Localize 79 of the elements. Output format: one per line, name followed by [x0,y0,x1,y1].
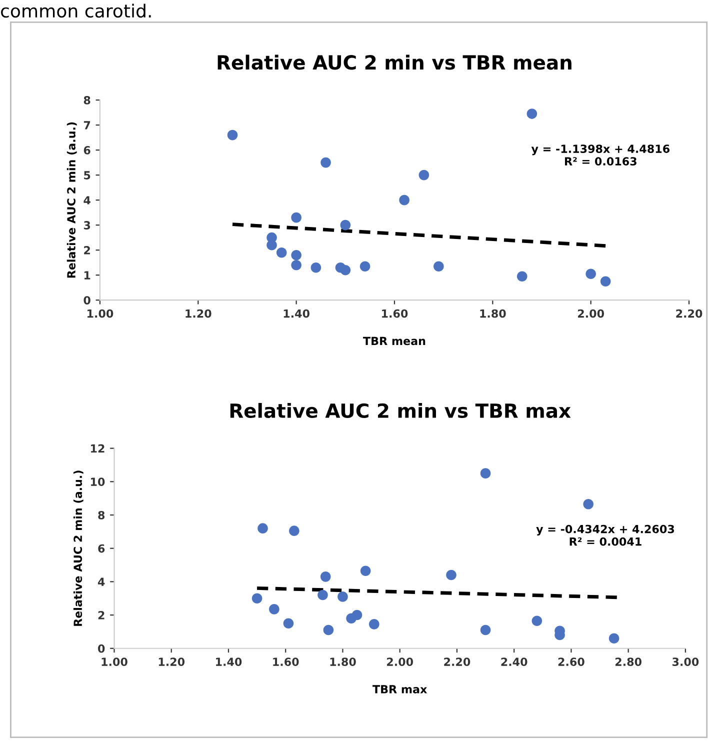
y-tick-label: 4 [84,196,90,204]
x-tick-label: 2.40 [501,658,528,666]
point [266,240,277,250]
point [276,247,287,258]
annotation: y = -1.1398x + 4.4816 R² = 0.0163 [531,144,670,166]
point [318,590,328,600]
x-tick-label: 1.20 [158,658,185,666]
x-tick-label: 2.20 [444,658,470,666]
point [291,212,302,223]
y-tick-label: 0 [98,644,105,653]
point [600,276,611,286]
x-tick-label: 1.80 [480,309,506,318]
point [434,261,444,272]
x-tick-label: 2.80 [615,658,642,666]
y-tick-label: 0 [84,296,90,304]
point [480,468,491,478]
point [320,157,331,168]
chart-title: Relative AUC 2 min vs TBR mean [218,54,572,70]
point [310,262,322,273]
x-tick-label: 2.00 [578,309,604,318]
y-tick-label: 6 [98,544,105,553]
point [289,526,300,536]
point [360,261,370,272]
point [291,260,302,270]
point [532,616,542,626]
y-tick-label: 8 [98,510,105,520]
point [227,130,238,140]
y-tick-label: 10 [91,478,105,486]
x-tick-label: 1.80 [330,658,356,666]
x-tick-label: 1.20 [186,309,212,318]
y-tick-label: 4 [98,578,105,586]
y-tick-label: 6 [84,146,90,154]
y-tick-label: 2 [84,246,90,254]
y-tick-label: 8 [84,96,90,104]
x-tick-label: 1.60 [382,309,408,318]
x-axis-title: TBR max [372,685,428,694]
y-axis-title: Relative AUC 2 min (a.u.) [73,470,84,626]
point [608,633,620,644]
point [291,250,302,260]
point [340,220,351,230]
point [399,194,410,206]
chart-title: Relative AUC 2 min vs TBR max [230,402,571,418]
y-tick-label: 12 [91,444,104,453]
text: common carotid. [0,4,151,18]
x-tick-label: 1.60 [273,658,299,666]
point [338,592,348,602]
point [583,499,594,510]
point [258,523,268,534]
y-tick-label: 1 [84,271,90,280]
x-tick-label: 1.40 [284,309,310,318]
point [446,570,456,580]
y-tick-label: 5 [84,171,90,180]
point [269,604,280,614]
x-tick-label: 1.00 [102,658,128,666]
point [516,271,528,282]
annotation: y = -0.4342x + 4.2603 R² = 0.0041 [536,524,674,546]
point [352,610,362,620]
point [340,264,351,276]
y-tick-label: 7 [84,121,90,130]
point [368,619,380,630]
x-tick-label: 2.20 [676,309,702,318]
x-tick-label: 2.60 [558,658,584,666]
point [418,170,430,180]
y-tick-label: 3 [84,221,90,230]
point [252,593,262,604]
x-tick-label: 1.00 [88,309,114,318]
y-tick-label: 2 [98,611,104,620]
point [320,572,331,582]
x-axis-title: TBR mean [363,336,426,346]
point [480,624,491,636]
point [323,624,334,636]
point [283,618,294,629]
x-tick-label: 1.40 [216,658,242,666]
point [360,566,371,576]
point [526,108,538,119]
x-tick-label: 2.00 [387,658,414,666]
x-tick-label: 3.00 [672,658,699,666]
point [586,268,596,279]
y-axis-title: Relative AUC 2 min (a.u.) [66,122,77,278]
